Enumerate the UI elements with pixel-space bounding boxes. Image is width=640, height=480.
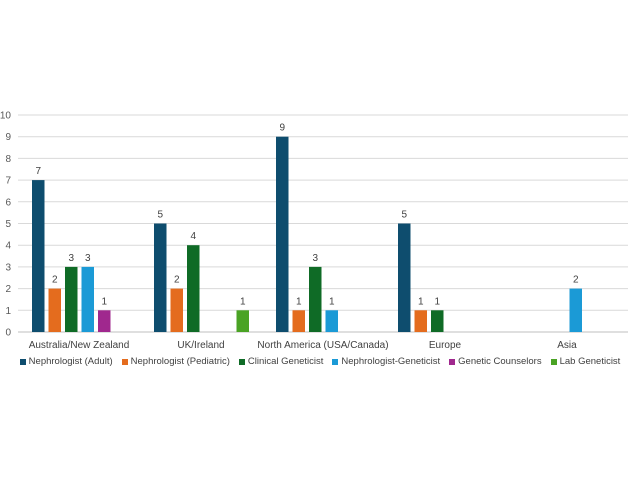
category-labels: Australia/New Zealand UK/Ireland North Ame… [29, 340, 577, 351]
legend-swatch [238, 358, 245, 365]
y-tick-label: 0 [5, 328, 11, 339]
data-label: 3 [68, 253, 74, 264]
legend-swatch [121, 358, 128, 365]
data-label: 3 [85, 253, 91, 264]
legend-label: Clinical Geneticist [247, 356, 324, 367]
y-tick-label: 1 [5, 306, 11, 317]
y-axis-ticks: 0 1 2 3 4 5 6 7 8 9 10 [0, 111, 11, 339]
bar [65, 266, 78, 332]
legend-label: Nephrologist-Geneticist [341, 356, 441, 367]
data-label: 1 [434, 296, 440, 307]
y-tick-label: 9 [5, 132, 11, 143]
bar [276, 136, 289, 332]
bar [569, 288, 582, 332]
data-label: 1 [296, 296, 302, 307]
bar [236, 310, 249, 332]
data-label: 1 [329, 296, 335, 307]
bar [187, 245, 200, 332]
legend: Nephrologist (Adult) Nephrologist (Pediat… [0, 356, 640, 367]
gridlines [18, 114, 628, 333]
legend-label: Genetic Counselors [458, 356, 542, 367]
bar [309, 266, 322, 332]
y-tick-label: 4 [5, 241, 11, 252]
bars [32, 136, 582, 332]
bar [292, 310, 305, 332]
bar [81, 266, 94, 332]
legend-swatch [332, 358, 339, 365]
bar [98, 310, 111, 332]
data-label: 1 [418, 296, 424, 307]
bar [431, 310, 444, 332]
data-label: 4 [190, 231, 196, 242]
category-label: North America (USA/Canada) [257, 340, 388, 351]
data-label: 1 [101, 296, 107, 307]
bar [32, 180, 45, 332]
data-label: 2 [573, 275, 579, 286]
bar [414, 310, 427, 332]
category-label: Asia [557, 340, 577, 351]
category-label: UK/Ireland [177, 340, 224, 351]
legend-item: Lab Geneticist [550, 356, 621, 367]
legend-swatch [19, 358, 26, 365]
data-label: 2 [52, 275, 58, 286]
y-tick-label: 3 [5, 262, 11, 273]
legend-swatch [449, 358, 456, 365]
data-label: 7 [35, 166, 41, 177]
legend-item: Genetic Counselors [449, 356, 542, 367]
legend-item: Nephrologist-Geneticist [332, 356, 440, 367]
legend-swatch [550, 358, 557, 365]
y-tick-label: 7 [5, 176, 11, 187]
bar [325, 310, 338, 332]
legend-item: Clinical Geneticist [238, 356, 324, 367]
legend-item: Nephrologist (Pediatric) [121, 356, 230, 367]
bar [154, 223, 167, 332]
bar [170, 288, 183, 332]
bar [398, 223, 411, 332]
y-tick-label: 6 [5, 197, 11, 208]
data-label: 2 [174, 275, 180, 286]
legend-item: Nephrologist (Adult) [19, 356, 113, 367]
data-label: 3 [312, 253, 318, 264]
legend-label: Nephrologist (Pediatric) [130, 356, 230, 367]
data-label: 1 [240, 296, 246, 307]
legend-label: Lab Geneticist [559, 356, 621, 367]
data-label: 5 [401, 210, 407, 221]
data-label: 9 [279, 123, 285, 134]
category-label: Australia/New Zealand [29, 340, 130, 351]
y-tick-label: 10 [0, 111, 11, 122]
y-tick-label: 8 [5, 154, 11, 165]
bar [48, 288, 61, 332]
category-label: Europe [429, 340, 462, 351]
legend-label: Nephrologist (Adult) [28, 356, 113, 367]
data-label: 5 [157, 210, 163, 221]
y-tick-label: 2 [5, 284, 11, 295]
y-tick-label: 5 [5, 219, 11, 230]
